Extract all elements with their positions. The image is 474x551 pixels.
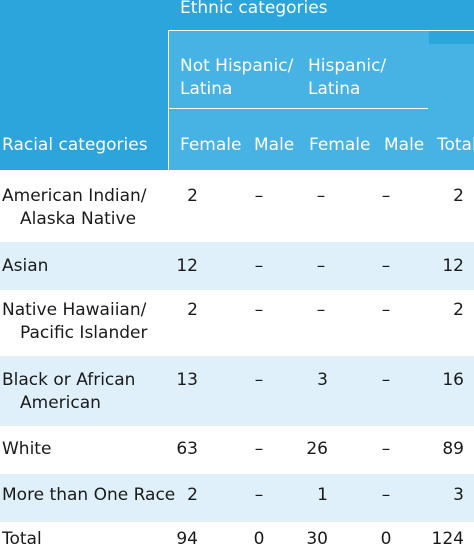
table-header [0, 0, 474, 170]
table-row [0, 290, 474, 356]
cell-total: 89 [442, 439, 464, 459]
racial-categories-heading: Racial categories [2, 135, 148, 155]
cell-h-female: 30 [306, 529, 328, 549]
table-row [0, 474, 474, 522]
cell-nh-female: 2 [187, 300, 198, 320]
cell-h-male: – [381, 300, 391, 320]
row-label-continued: American [20, 393, 101, 413]
cell-nh-male: – [254, 370, 264, 390]
cell-h-male: 0 [380, 529, 392, 549]
cell-h-female: 3 [317, 370, 328, 390]
cell-h-female: – [316, 256, 326, 276]
column-header-nh-male: Male [254, 135, 295, 155]
cell-h-male: – [381, 370, 391, 390]
cell-nh-male: – [254, 439, 264, 459]
cell-h-male: – [381, 485, 391, 505]
column-header-total: Total [437, 135, 474, 155]
header-divider [168, 30, 169, 170]
cell-nh-female: 12 [176, 256, 198, 276]
not-hispanic-heading-line1: Not Hispanic/ [180, 56, 294, 76]
cell-h-female: – [316, 300, 326, 320]
cell-nh-female: 13 [176, 370, 198, 390]
ethnic-categories-heading: Ethnic categories [180, 0, 328, 18]
cell-h-female: 1 [317, 485, 328, 505]
table-row [0, 170, 474, 242]
table-row [0, 356, 474, 426]
row-label: Asian [2, 256, 49, 276]
cell-total: 3 [453, 485, 464, 505]
row-label-continued: Alaska Native [20, 209, 137, 229]
table-row [0, 426, 474, 474]
hispanic-heading-line1: Hispanic/ [308, 56, 387, 76]
column-header-h-male: Male [384, 135, 425, 155]
row-label: White [2, 439, 52, 459]
table-row-total [0, 522, 474, 550]
cell-nh-male: – [254, 256, 264, 276]
cell-nh-female: 94 [176, 529, 198, 549]
hispanic-heading-line2: Latina [308, 79, 361, 99]
ethnic-header-panel [168, 30, 429, 170]
cell-h-male: – [381, 256, 391, 276]
row-label: More than One Race [2, 485, 176, 505]
cell-h-male: – [381, 439, 391, 459]
row-label: Total [2, 529, 42, 549]
cell-total: 2 [453, 300, 464, 320]
cell-nh-male: – [254, 186, 264, 206]
header-rule-subgroups [168, 108, 428, 109]
cell-nh-male: – [254, 300, 264, 320]
cell-total: 16 [442, 370, 464, 390]
header-rule-ethnic [168, 30, 474, 31]
cell-h-male: – [381, 186, 391, 206]
not-hispanic-heading-line2: Latina [180, 79, 233, 99]
row-label: American Indian/ [2, 186, 147, 206]
cell-nh-male: 0 [253, 529, 265, 549]
row-label: Black or African [2, 370, 136, 390]
cell-nh-female: 2 [187, 485, 198, 505]
column-header-nh-female: Female [180, 135, 242, 155]
cell-nh-female: 2 [187, 186, 198, 206]
row-label-continued: Pacific Islander [20, 323, 148, 343]
cell-h-female: – [316, 186, 326, 206]
column-header-h-female: Female [309, 135, 371, 155]
table-row [0, 242, 474, 290]
cell-nh-male: – [254, 485, 264, 505]
cell-total: 2 [453, 186, 464, 206]
cell-h-female: 26 [306, 439, 328, 459]
total-header-panel [429, 44, 474, 170]
row-label: Native Hawaiian/ [2, 300, 147, 320]
cell-nh-female: 63 [176, 439, 198, 459]
cell-total: 12 [442, 256, 464, 276]
cell-total: 124 [431, 529, 464, 549]
